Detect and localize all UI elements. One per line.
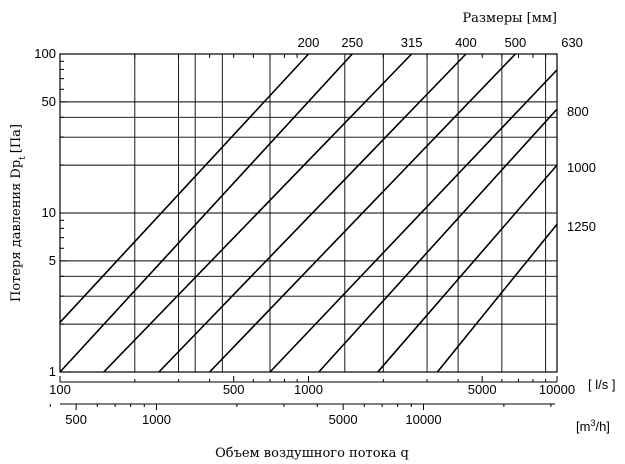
series-line-800	[318, 108, 558, 373]
y-tick-label: 50	[42, 94, 56, 109]
series-line-1250	[436, 223, 558, 373]
series-label-250: 250	[341, 35, 363, 50]
x2-tick-label: 5000	[329, 412, 358, 427]
series-line-630	[269, 69, 558, 373]
y-axis-title-unit: [Па]	[9, 124, 24, 153]
x2-tick-label: 10000	[405, 412, 441, 427]
series-line-315	[103, 53, 413, 373]
chart-title: Размеры [мм]	[462, 11, 557, 26]
x2-tick-label: 1000	[142, 412, 171, 427]
axis-layer: 1 5 10 50 100 100 500 1000 5000 10000 500 1000 5000 1…	[34, 35, 596, 427]
series-label-800: 800	[567, 104, 589, 119]
series-line-500	[209, 53, 516, 373]
series-line-1000	[377, 164, 558, 373]
series-label-630: 630	[561, 35, 583, 50]
x-tick-label: 1000	[294, 382, 323, 397]
series-label-1250: 1250	[567, 219, 596, 234]
y-tick-label: 5	[49, 253, 56, 268]
series-line-400	[158, 53, 467, 373]
x-axis-title: Объем воздушного потока q	[215, 446, 409, 461]
y-tick-label: 10	[42, 205, 56, 220]
x2-unit-end: /h]	[595, 419, 609, 434]
x-tick-label: 100	[49, 382, 71, 397]
x-tick-label: 5000	[468, 382, 497, 397]
y-tick-label: 1	[49, 364, 56, 379]
x-unit-label: [ l/s ]	[588, 377, 615, 392]
y-axis-title-sub: t	[18, 156, 28, 160]
y-axis-title-main: Потеря давления Dp	[9, 160, 24, 302]
x2-unit-label: [m3/h]	[576, 418, 610, 434]
grid-layer	[60, 54, 557, 372]
series-line-200	[59, 53, 310, 323]
x-tick-label: 10000	[539, 382, 575, 397]
series-label-315: 315	[401, 35, 423, 50]
series-label-200: 200	[298, 35, 320, 50]
series-layer	[59, 53, 558, 373]
x-tick-label: 500	[223, 382, 245, 397]
series-label-400: 400	[455, 35, 477, 50]
series-line-250	[59, 53, 353, 373]
y-axis-title: Потеря давления Dpt [Па]	[9, 124, 28, 302]
x2-unit-sup: 3	[590, 418, 595, 428]
series-label-1000: 1000	[567, 160, 596, 175]
y-tick-label: 100	[34, 46, 56, 61]
x2-tick-label: 500	[65, 412, 87, 427]
series-label-500: 500	[505, 35, 527, 50]
x2-unit-main: [m	[576, 419, 590, 434]
